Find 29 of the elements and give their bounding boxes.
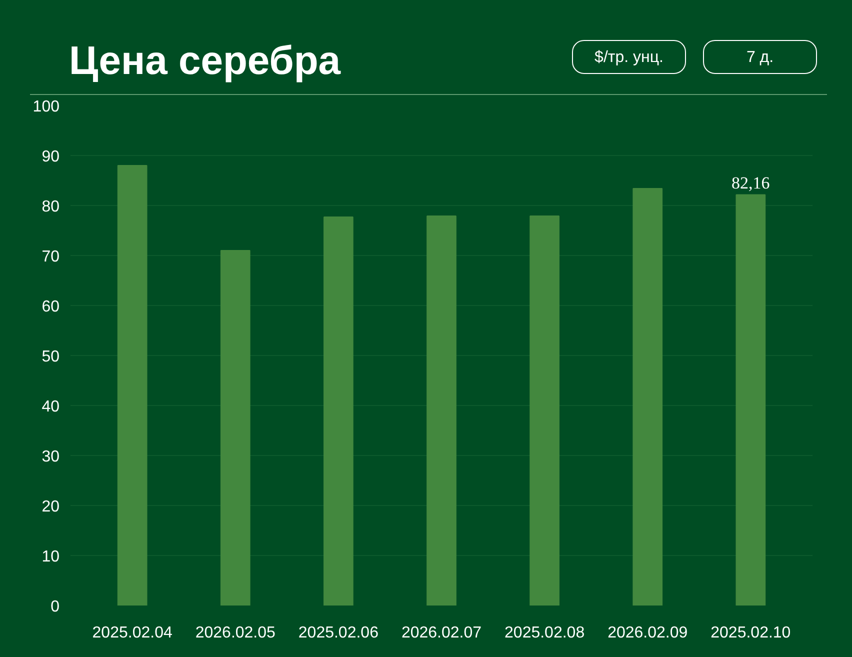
bar — [632, 188, 663, 606]
x-tick-label: 2025.02.10 — [710, 624, 791, 642]
bar — [220, 250, 250, 606]
bar — [426, 216, 456, 606]
data-label: 82,16 — [732, 174, 770, 193]
x-tick-label: 2025.02.08 — [504, 624, 585, 642]
text: 7 д. — [746, 48, 774, 68]
y-tick-label: 30 — [42, 448, 60, 466]
x-tick-label: 2025.02.04 — [92, 624, 172, 642]
x-tick-label: 2025.02.06 — [298, 624, 379, 642]
bar — [324, 216, 354, 606]
y-tick-label: 10 — [42, 548, 60, 566]
bar — [736, 194, 766, 606]
x-tick-label: 2026.02.05 — [195, 624, 276, 642]
y-tick-label: 20 — [42, 498, 60, 516]
y-tick-label: 0 — [50, 598, 60, 616]
y-tick-label: 40 — [42, 398, 60, 416]
x-tick-label: 2026.02.07 — [401, 624, 482, 642]
text: $/тр. унц. — [594, 48, 664, 68]
y-tick-label: 90 — [42, 148, 60, 166]
y-tick-label: 50 — [42, 348, 60, 366]
x-tick-label: 2026.02.09 — [608, 624, 688, 642]
chart-title: Цена серебра — [69, 38, 341, 85]
y-tick-label: 60 — [42, 298, 60, 316]
bar — [117, 165, 148, 606]
bar — [530, 216, 560, 606]
y-tick-label: 80 — [42, 198, 60, 216]
y-tick-label: 100 — [32, 98, 60, 116]
y-tick-label: 70 — [42, 248, 60, 266]
